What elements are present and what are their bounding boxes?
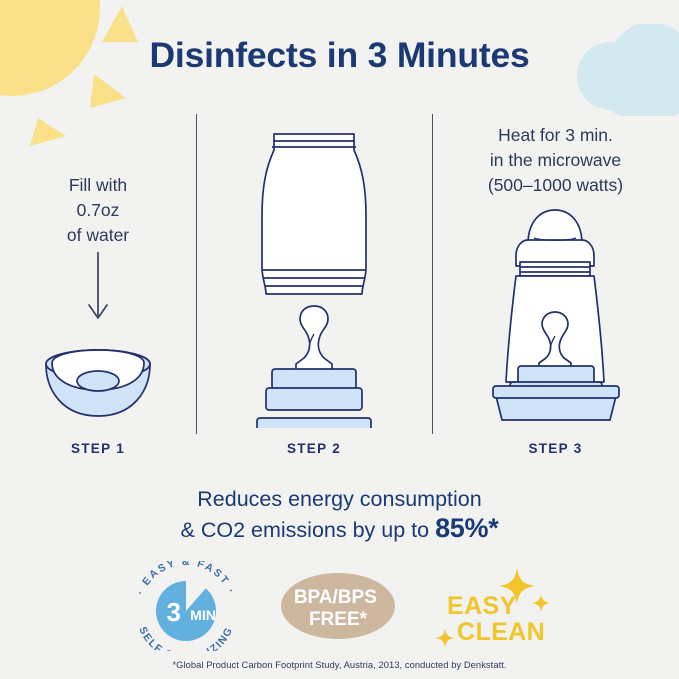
step-1-caption-line-1: Fill with: [68, 175, 128, 195]
claim-line-1: Reduces energy consumption: [197, 487, 482, 511]
step-3-column: Heat for 3 min. in the microwave (500–10…: [432, 112, 679, 460]
collar-illustration: [265, 368, 363, 411]
bpa-badge-shape: [280, 573, 395, 639]
water-bowl-illustration: [45, 349, 151, 417]
easy-clean-badge: EASY CLEAN: [431, 564, 553, 648]
page-title: Disinfects in 3 Minutes: [149, 35, 530, 75]
teat-illustration: [295, 305, 333, 371]
step-1-label: STEP 1: [70, 441, 126, 456]
step-1-column: Fill with 0.7oz of water: [0, 112, 196, 460]
badges-row: 3 MIN · EASY & FAST · SELF STERILIZING B…: [0, 556, 679, 664]
base-and-collar-illustration: [492, 365, 620, 421]
three-min-pie-icon: [155, 580, 216, 641]
step-divider-2: [432, 114, 433, 434]
bottle-body-illustration: [261, 133, 367, 295]
three-min-number: 3 MIN: [166, 597, 215, 627]
step-3-caption-line-1: Heat for 3 min.: [498, 125, 613, 145]
step-1-caption-line-3: of water: [66, 225, 130, 245]
claim-line-2: & CO2 emissions by up to 85%*: [0, 514, 679, 545]
bpa-bps-free-badge: BPA/BPS FREE*: [279, 569, 397, 643]
step-2-column: STEP 2: [196, 112, 432, 460]
step-3-label: STEP 3: [528, 441, 583, 456]
down-arrow-icon: [88, 252, 108, 319]
step-3-caption-line-2: in the microwave: [489, 150, 622, 170]
step-2-label: STEP 2: [286, 441, 342, 456]
steps-section: Fill with 0.7oz of water: [0, 112, 679, 460]
footnote: *Global Product Carbon Footprint Study, …: [172, 659, 507, 670]
energy-claim: Reduces energy consumption & CO2 emissio…: [0, 485, 679, 545]
step-1-illustration: [0, 252, 196, 422]
three-minute-self-sterilizing-badge: 3 MIN · EASY & FAST · SELF STERILIZING: [127, 556, 245, 664]
step-2-illustration: [196, 120, 432, 428]
easy-clean-text: EASY CLEAN: [447, 592, 545, 646]
claim-highlight: 85%*: [435, 513, 499, 543]
claim-line-2-prefix: & CO2 emissions by up to: [180, 518, 436, 542]
step-divider-1: [196, 114, 197, 434]
bpa-badge-line-1: BPA/BPS FREE*: [293, 587, 381, 630]
sparkle-icons: [434, 568, 550, 648]
step-1-caption-line-2: 0.7oz: [76, 200, 120, 220]
step-3-illustration: [432, 196, 679, 428]
step-3-caption-line-3: (500–1000 watts): [487, 175, 624, 195]
step-3-caption: Heat for 3 min. in the microwave (500–10…: [432, 123, 679, 198]
step-1-caption: Fill with 0.7oz of water: [0, 173, 196, 248]
base-container-illustration: [256, 417, 372, 428]
